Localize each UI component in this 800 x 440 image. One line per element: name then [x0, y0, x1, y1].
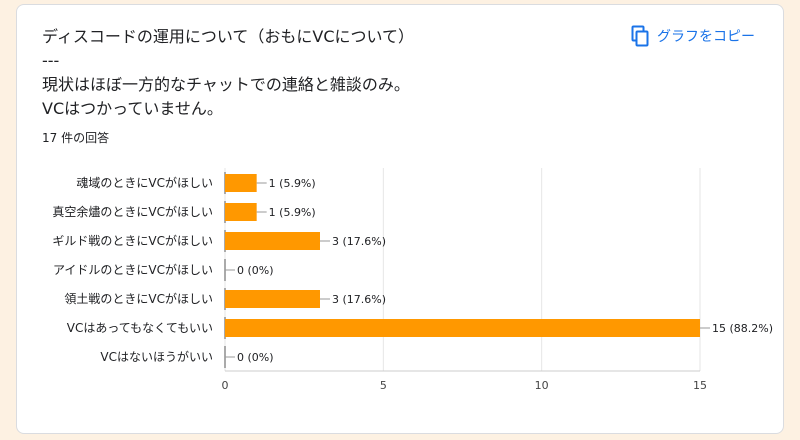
- copy-chart-label: グラフをコピー: [657, 29, 755, 45]
- category-label: 真空余燼のときにVCがほしい: [52, 204, 213, 219]
- value-label: 3 (17.6%): [332, 235, 386, 248]
- question-title: ディスコードの運用について（おもにVCについて） --- 現状はほぼ一方的なチャ…: [42, 27, 415, 118]
- bar: [225, 232, 320, 250]
- bar: [225, 203, 257, 221]
- copy-icon: [631, 25, 649, 47]
- x-tick-label: 5: [380, 379, 387, 392]
- category-label: 魂域のときにVCがほしい: [76, 175, 213, 190]
- value-label: 15 (88.2%): [712, 322, 773, 335]
- category-label: アイドルのときにVCがほしい: [53, 262, 213, 277]
- category-label: VCはあってもなくてもいい: [67, 321, 213, 335]
- category-label: ギルド戦のときにVCがほしい: [52, 233, 213, 248]
- copy-chart-button[interactable]: グラフをコピー: [631, 25, 755, 47]
- bar: [225, 174, 257, 192]
- chart-card: ディスコードの運用について（おもにVCについて） --- 現状はほぼ一方的なチャ…: [16, 4, 784, 434]
- response-count: 17 件の回答: [42, 131, 110, 145]
- bar: [225, 290, 320, 308]
- category-label: 領土戦のときにVCがほしい: [64, 291, 213, 306]
- x-tick-label: 15: [693, 379, 707, 392]
- bar: [225, 319, 700, 337]
- x-tick-label: 0: [222, 379, 229, 392]
- x-tick-label: 10: [535, 379, 549, 392]
- value-label: 3 (17.6%): [332, 293, 386, 306]
- category-label: VCはないほうがいい: [100, 349, 213, 364]
- value-label: 0 (0%): [237, 351, 274, 364]
- value-label: 1 (5.9%): [269, 206, 316, 219]
- value-label: 0 (0%): [237, 264, 274, 277]
- value-label: 1 (5.9%): [269, 177, 316, 190]
